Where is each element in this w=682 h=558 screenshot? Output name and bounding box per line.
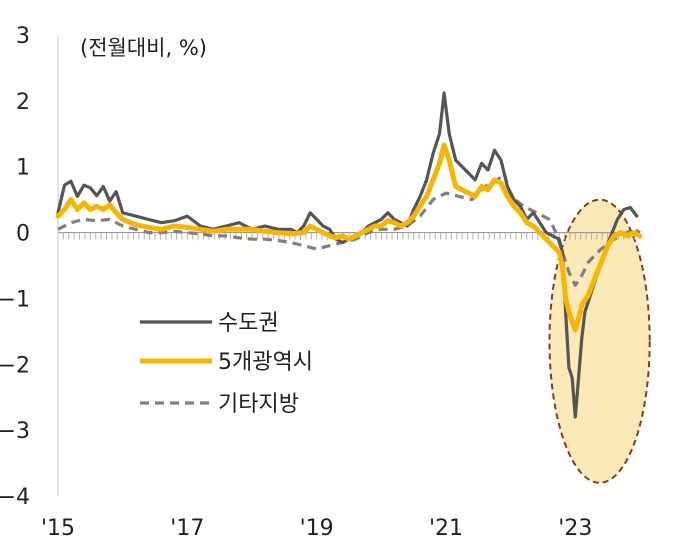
x-axis: '15 '17 '19 '21 '23 <box>41 35 641 541</box>
series-line-metro <box>55 142 643 333</box>
y-axis-ticks: 3 2 1 0 −1 −2 −3 −4 <box>0 24 30 510</box>
unit-label: (전월대비, %) <box>80 36 207 60</box>
y-tick-label: 0 <box>16 222 30 247</box>
x-tick-label: '21 <box>429 516 463 541</box>
y-tick-label: 3 <box>16 24 30 49</box>
legend-label: 수도권 <box>218 311 279 336</box>
y-tick-label: −2 <box>0 353 30 378</box>
y-tick-label: −3 <box>0 419 30 444</box>
y-tick-label: 2 <box>16 90 30 115</box>
x-tick-label: '17 <box>170 516 204 541</box>
x-tick-label: '19 <box>300 516 334 541</box>
highlight-ellipse <box>548 198 651 484</box>
legend-label: 기타지방 <box>218 392 299 417</box>
legend-label: 5개광역시 <box>218 350 313 375</box>
y-tick-label: −1 <box>0 287 30 312</box>
x-tick-label: '23 <box>558 516 592 541</box>
y-tick-label: 1 <box>16 156 30 181</box>
x-tick-label: '15 <box>41 516 75 541</box>
y-tick-label: −4 <box>0 485 30 510</box>
series-line-other <box>57 171 641 287</box>
series-layer <box>55 91 643 419</box>
